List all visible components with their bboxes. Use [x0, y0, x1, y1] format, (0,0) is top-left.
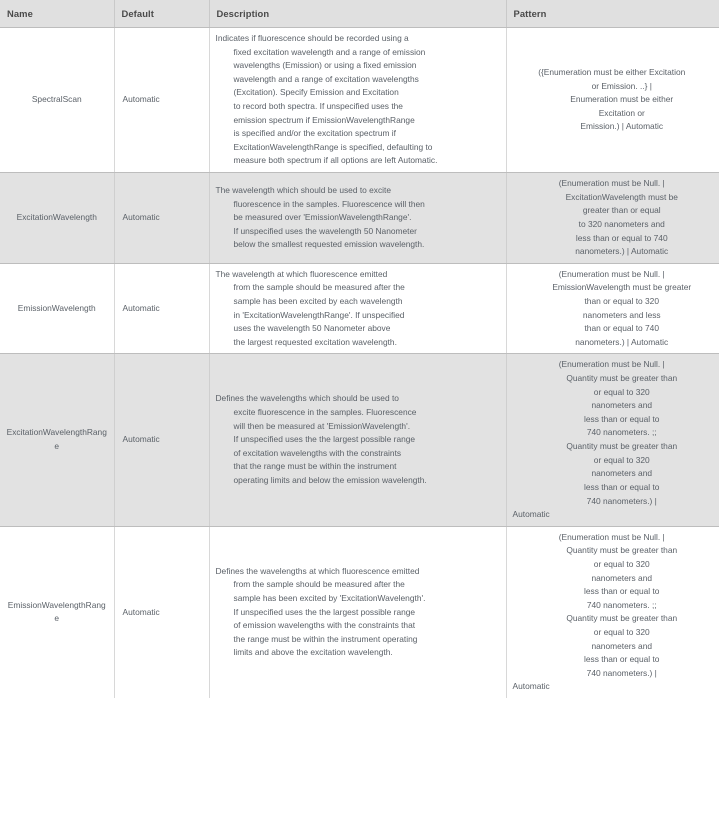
- option-pattern: ({Enumeration must be either Excitation …: [538, 67, 686, 132]
- option-pattern-tail: Automatic: [512, 509, 550, 520]
- table-header-row: Name Default Description Pattern: [0, 0, 719, 28]
- option-default-value: Automatic: [122, 94, 160, 105]
- option-default-value: Automatic: [122, 606, 160, 617]
- option-name: ExcitationWavelength: [16, 212, 97, 223]
- option-default-value: Automatic: [122, 434, 160, 445]
- cell-description: The wavelength which should be used to e…: [209, 172, 507, 264]
- option-name: SpectralScan: [31, 94, 82, 105]
- cell-description: Defines the wavelengths at which fluores…: [209, 526, 507, 699]
- cell-description: Defines the wavelengths which should be …: [209, 353, 507, 527]
- option-name: EmissionWavelengthRange: [7, 599, 106, 624]
- table-row: SpectralScan Automatic Indicates if fluo…: [0, 27, 719, 174]
- cell-pattern: (Enumeration must be Null. | ExcitationW…: [506, 172, 719, 264]
- table-row: ExcitationWavelengthRange Automatic Defi…: [0, 353, 719, 527]
- table-body: SpectralScan Automatic Indicates if fluo…: [0, 27, 719, 699]
- option-pattern: (Enumeration must be Null. | Quantity mu…: [558, 531, 678, 678]
- option-description: The wavelength which should be used to e…: [215, 184, 425, 250]
- cell-description: The wavelength at which fluorescence emi…: [209, 263, 507, 355]
- cell-pattern: ({Enumeration must be either Excitation …: [506, 27, 719, 174]
- option-pattern: (Enumeration must be Null. | ExcitationW…: [558, 178, 678, 257]
- table-row: EmissionWavelength Automatic The wavelen…: [0, 263, 719, 355]
- cell-default: Automatic: [114, 353, 210, 527]
- column-header-default: Default: [114, 0, 210, 28]
- option-default-value: Automatic: [122, 302, 160, 313]
- cell-pattern: (Enumeration must be Null. | Quantity mu…: [506, 353, 719, 527]
- cell-pattern: (Enumeration must be Null. | Quantity mu…: [506, 526, 719, 698]
- cell-pattern: (Enumeration must be Null. | EmissionWav…: [506, 263, 719, 355]
- options-table: Name Default Description Pattern Spectra…: [0, 0, 719, 699]
- cell-default: Automatic: [114, 526, 210, 699]
- option-description: The wavelength at which fluorescence emi…: [215, 268, 405, 347]
- cell-name: ExcitationWavelengthRange: [0, 353, 115, 527]
- table-header: Name Default Description Pattern: [0, 0, 719, 28]
- cell-default: Automatic: [114, 263, 210, 355]
- cell-name: EmissionWavelengthRange: [0, 526, 115, 699]
- column-header-name: Name: [0, 0, 115, 28]
- table-row: EmissionWavelengthRange Automatic Define…: [0, 526, 719, 699]
- cell-default: Automatic: [114, 27, 210, 174]
- option-name: EmissionWavelength: [17, 302, 96, 313]
- option-pattern: (Enumeration must be Null. | EmissionWav…: [552, 268, 692, 347]
- option-default-value: Automatic: [122, 212, 160, 223]
- option-description: Defines the wavelengths at which fluores…: [215, 565, 426, 658]
- table-row: ExcitationWavelength Automatic The wavel…: [0, 172, 719, 264]
- column-header-pattern: Pattern: [506, 0, 719, 28]
- cell-name: ExcitationWavelength: [0, 172, 115, 264]
- cell-description: Indicates if fluorescence should be reco…: [209, 27, 507, 174]
- cell-default: Automatic: [114, 172, 210, 264]
- option-name: ExcitationWavelengthRange: [6, 427, 107, 452]
- option-pattern-tail: Automatic: [512, 681, 550, 692]
- option-description: Defines the wavelengths which should be …: [215, 393, 427, 486]
- column-header-description: Description: [209, 0, 507, 28]
- option-pattern: (Enumeration must be Null. | Quantity mu…: [558, 359, 678, 506]
- cell-name: EmissionWavelength: [0, 263, 115, 355]
- cell-name: SpectralScan: [0, 27, 115, 174]
- option-description: Indicates if fluorescence should be reco…: [215, 33, 438, 166]
